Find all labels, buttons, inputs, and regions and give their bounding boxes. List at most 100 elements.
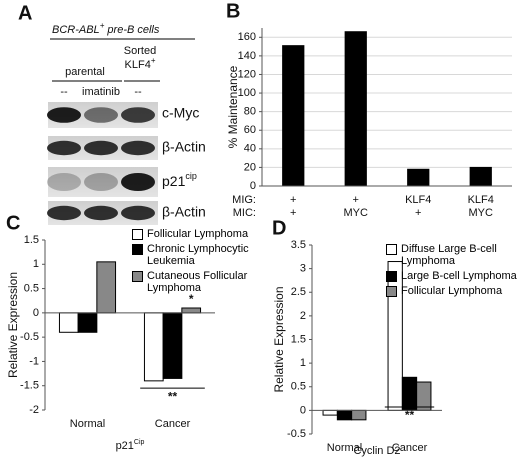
blot-band: [121, 140, 155, 156]
y-tick-label: -0.5: [20, 331, 39, 343]
blot-band: [47, 140, 81, 156]
blot-band: [47, 173, 81, 191]
x-tick-label: +: [290, 207, 296, 219]
panel-label: D: [272, 217, 286, 239]
legend-entry: Chronic Lymphocytic Leukemia: [132, 243, 260, 267]
y-axis-label: Relative Expression: [6, 272, 20, 378]
x-axis-label: Cyclin D2: [353, 445, 400, 457]
bar: [416, 381, 432, 411]
legend-box: Follicular Lymphoma Chronic Lymphocytic L…: [132, 228, 260, 294]
lane-label: --: [134, 86, 142, 98]
y-tick-label: -2: [29, 404, 39, 416]
blot-band: [84, 107, 118, 123]
y-axis-label: Relative Expression: [272, 286, 286, 392]
row-label: β-Actin: [162, 204, 206, 220]
x-tick-label: MYC: [469, 207, 494, 219]
blot-header: BCR-ABL+ pre-B cells: [52, 21, 160, 36]
blot-band: [84, 140, 118, 156]
y-tick-label: 20: [244, 161, 256, 173]
sorted-label: Sorted: [124, 45, 156, 57]
blot-band: [84, 205, 118, 221]
bar: [407, 168, 430, 187]
bar: [336, 409, 353, 421]
legend-label: Chronic Lymphocytic Leukemia: [147, 243, 249, 267]
y-tick-label: 60: [244, 124, 256, 136]
bar: [351, 409, 367, 421]
x-axis-label-text: p21: [116, 440, 134, 452]
legend-entry: Diffuse Large B-cell Lymphoma: [386, 243, 520, 267]
y-tick-label: 120: [238, 68, 256, 80]
lane-label: imatinib: [82, 86, 120, 98]
x-axis-label-text: Cyclin D2: [353, 445, 400, 457]
row-label: c-Myc: [162, 105, 199, 121]
bar: [282, 45, 305, 187]
blot-band: [121, 205, 155, 221]
x-tick-label: +: [353, 194, 359, 206]
sorted-label: KLF4+: [125, 56, 156, 71]
y-tick-label: 2.5: [291, 286, 306, 298]
y-tick-label: -0.5: [287, 428, 306, 440]
x-tick-label: KLF4: [468, 194, 494, 206]
y-tick-label: 3.5: [291, 239, 306, 251]
y-tick-label: 0: [250, 180, 256, 192]
y-tick-label: 1: [300, 357, 306, 369]
y-tick-label: 1.5: [24, 234, 39, 246]
x-axis-label-sup: Cip: [134, 439, 145, 446]
y-tick-label: 0: [33, 307, 39, 319]
annotation: **: [405, 408, 415, 422]
bar: [58, 312, 79, 333]
y-tick-label: 160: [238, 31, 256, 43]
blot-band: [121, 173, 155, 191]
legend: Diffuse Large B-cell Lymphoma Large B-cel…: [386, 243, 520, 297]
y-tick-label: 0: [300, 404, 306, 416]
y-tick-label: 80: [244, 106, 256, 118]
y-tick-label: -1: [29, 355, 39, 367]
bar: [344, 31, 367, 187]
legend-swatch: [132, 271, 143, 282]
x-tick-label: +: [290, 194, 296, 206]
row-label: MIG:: [232, 194, 256, 206]
blot-band: [47, 107, 81, 123]
x-tick-label: +: [415, 207, 421, 219]
x-axis-label: p21Cip: [116, 439, 145, 452]
x-tick-label: Cancer: [155, 418, 191, 430]
blot-image: [47, 102, 158, 225]
legend-label: Follicular Lymphoma: [401, 285, 503, 297]
blot-band: [84, 173, 118, 191]
y-tick-label: 1: [33, 258, 39, 270]
row-label: MIC:: [233, 207, 256, 219]
x-tick-label: MYC: [344, 207, 369, 219]
y-tick-label: 3: [300, 263, 306, 275]
legend: Follicular Lymphoma Chronic Lymphocytic L…: [132, 228, 260, 294]
legend-entry: Follicular Lymphoma: [132, 228, 260, 240]
legend-label: Follicular Lymphoma: [147, 228, 249, 240]
x-tick-label: Normal: [70, 418, 105, 430]
legend-swatch: [386, 271, 397, 282]
panel-label: C: [6, 212, 20, 234]
y-tick-label: 1.5: [291, 333, 306, 345]
legend-label: Diffuse Large B-cell Lymphoma: [401, 243, 497, 267]
x-tick-label: Normal: [327, 442, 362, 454]
x-tick-label: Cancer: [392, 442, 428, 454]
y-tick-label: 40: [244, 143, 256, 155]
legend-box: Diffuse Large B-cell Lymphoma Large B-cel…: [386, 243, 520, 297]
legend-swatch: [132, 244, 143, 255]
y-tick-label: 0.5: [24, 282, 39, 294]
annotation: *: [189, 292, 194, 306]
legend-swatch: [386, 244, 397, 255]
row-label: p21cip: [162, 171, 197, 188]
annotation: **: [168, 389, 178, 403]
bar: [322, 409, 338, 416]
y-axis-label: % Maintenance: [226, 65, 240, 148]
y-tick-label: 100: [238, 87, 256, 99]
legend-label: Large B-cell Lymphoma: [401, 270, 517, 282]
legend-entry: Follicular Lymphoma: [386, 285, 520, 297]
bar: [96, 261, 117, 314]
y-tick-label: 0.5: [291, 381, 306, 393]
group-label: parental: [65, 66, 105, 78]
legend-entry: Cutaneous Follicular Lymphoma: [132, 270, 260, 294]
panel-label: A: [18, 2, 32, 24]
bar: [469, 166, 492, 187]
y-tick-label: -1.5: [20, 380, 39, 392]
